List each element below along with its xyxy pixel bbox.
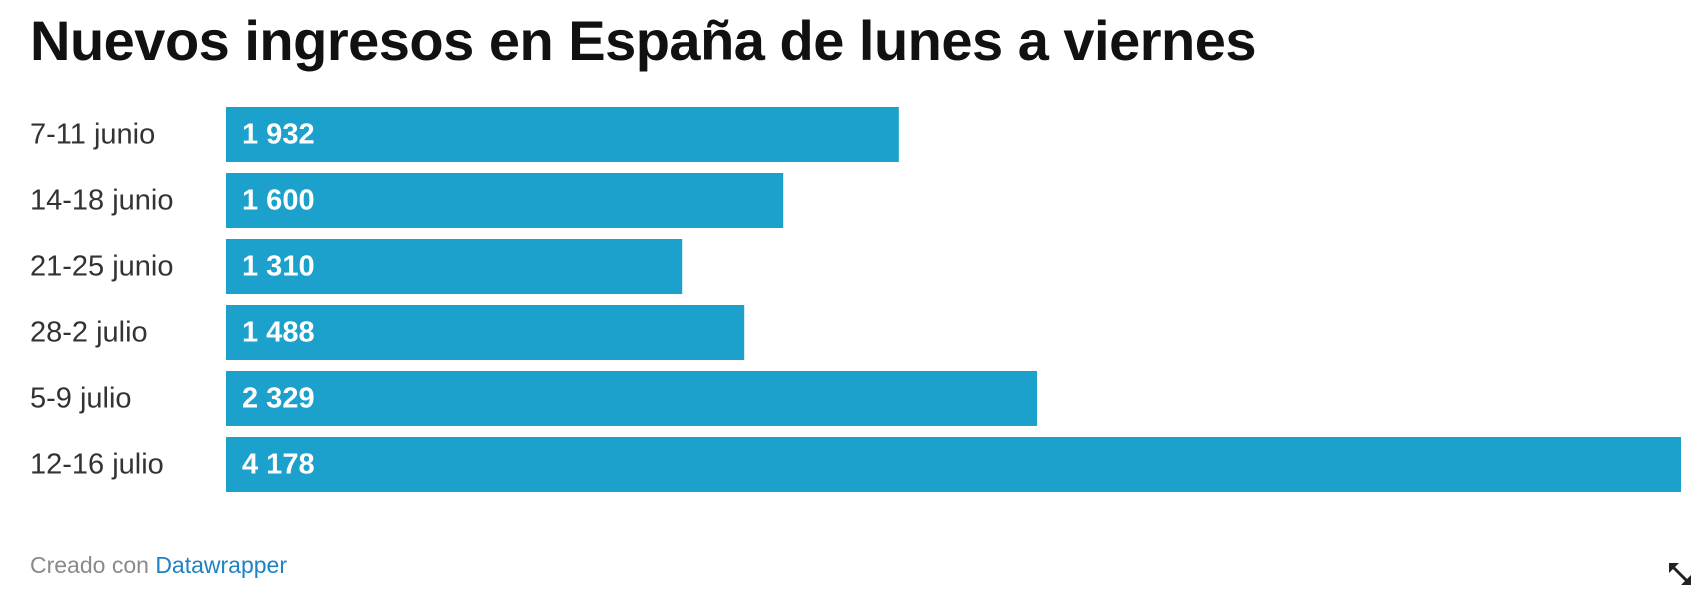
bar-value-label: 1 488 <box>242 317 315 349</box>
bar-value-label: 1 932 <box>242 119 315 151</box>
bar <box>226 173 784 228</box>
bar-value-label: 2 329 <box>242 383 315 415</box>
bar <box>226 371 1038 426</box>
category-label: 28-2 julio <box>30 317 148 349</box>
category-label: 12-16 julio <box>30 449 164 481</box>
footer-prefix: Creado con <box>30 552 149 578</box>
bar <box>226 305 745 360</box>
footer: Creado con Datawrapper <box>30 552 287 579</box>
bar <box>226 437 1681 492</box>
datawrapper-link[interactable]: Datawrapper <box>155 552 287 578</box>
bar-value-label: 1 600 <box>242 185 315 217</box>
category-label: 7-11 junio <box>30 119 155 151</box>
chart-title: Nuevos ingresos en España de lunes a vie… <box>30 9 1257 72</box>
category-label: 5-9 julio <box>30 383 132 415</box>
bar-value-label: 1 310 <box>242 251 315 283</box>
category-label: 21-25 junio <box>30 251 174 283</box>
bar <box>226 107 899 162</box>
bar-value-label: 4 178 <box>242 449 315 481</box>
bar <box>226 239 683 294</box>
expand-arrow-icon[interactable] <box>1667 561 1693 587</box>
category-label: 14-18 junio <box>30 185 174 217</box>
